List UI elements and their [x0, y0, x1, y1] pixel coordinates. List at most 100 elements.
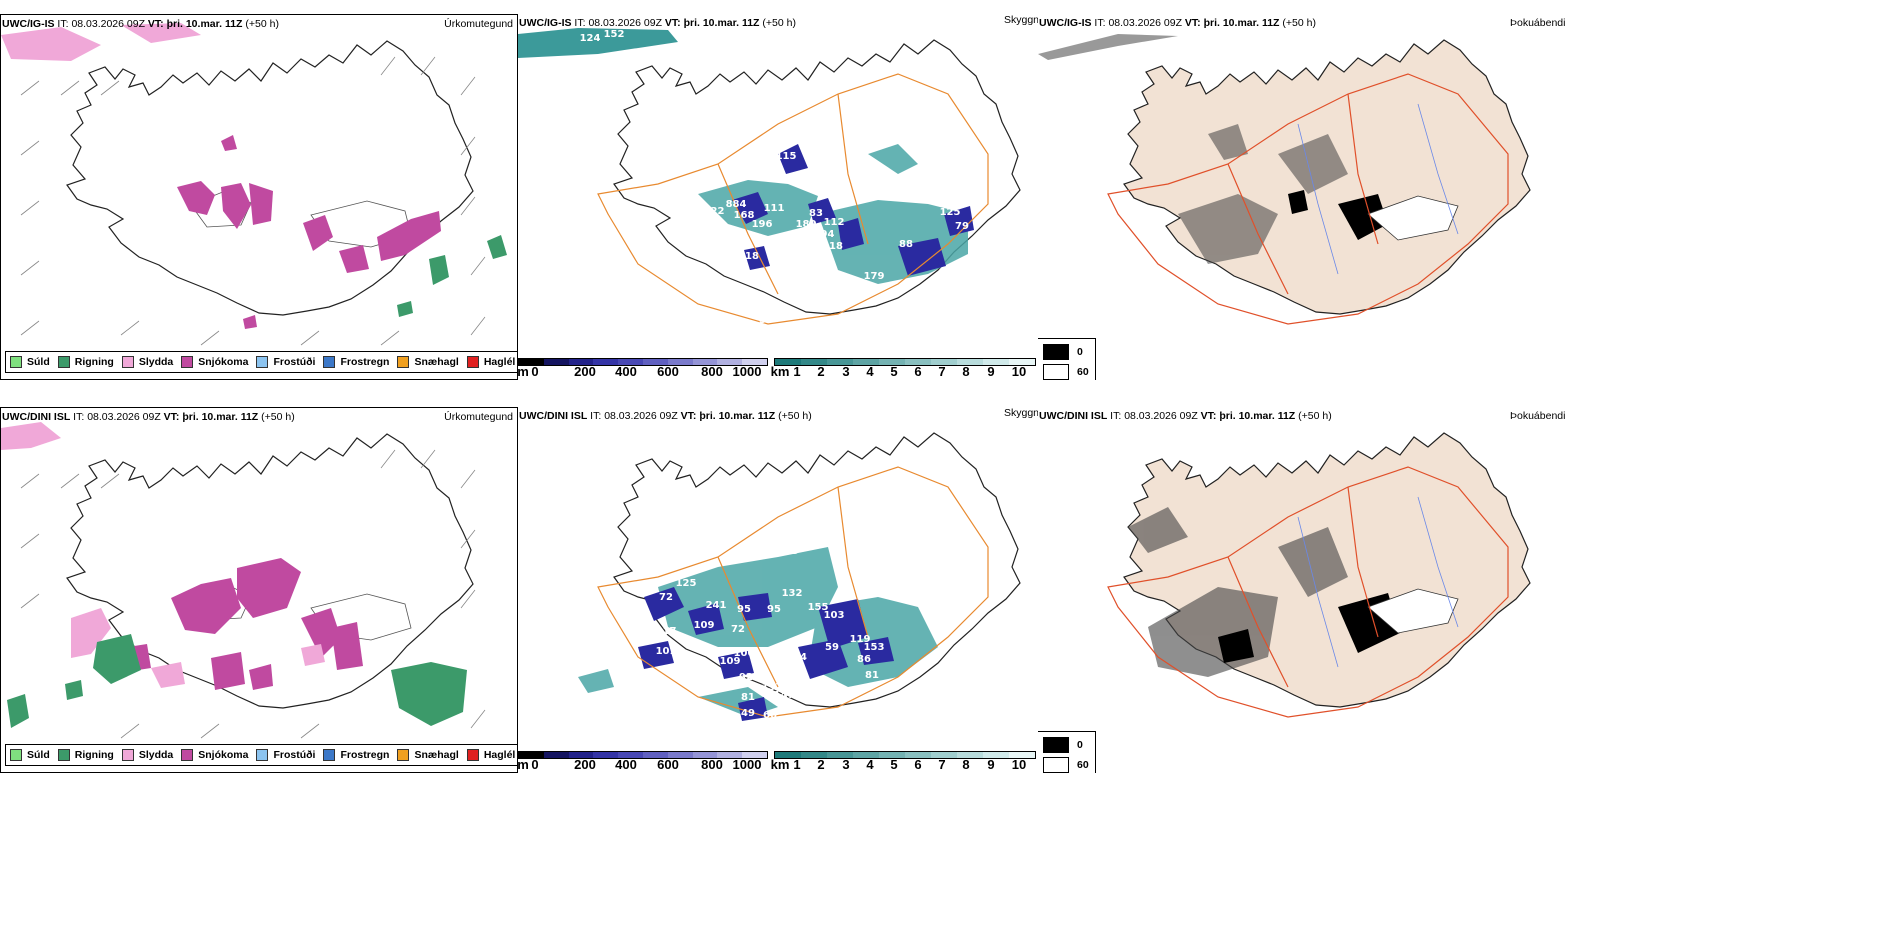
panel-header: UWC/DINI ISL IT: 08.03.2026 09Z VT: þri.…	[2, 411, 295, 423]
value-label: 88	[693, 644, 707, 655]
value-label: 122	[704, 206, 725, 217]
value-label: 49	[741, 708, 755, 719]
unit-label: km	[770, 757, 790, 772]
value-label: 74	[793, 652, 807, 663]
wind-barbs	[20, 449, 486, 739]
value-label: 53	[759, 315, 773, 326]
tick: 800	[701, 757, 723, 772]
value-label: 194	[814, 229, 835, 240]
tick: 400	[615, 364, 637, 379]
legend-swatch	[181, 749, 194, 761]
value-label: 81	[741, 692, 755, 703]
value-label: 884	[726, 199, 747, 210]
tick: 10	[1011, 364, 1027, 379]
fog-legend: 0 60	[1038, 731, 1096, 773]
fog-swatch-low	[1043, 344, 1069, 360]
roads	[1107, 466, 1509, 718]
precip-type-panel-1: UWC/IG-IS IT: 08.03.2026 09Z VT: þri. 10…	[0, 14, 518, 380]
value-label: 179	[864, 271, 885, 282]
value-label: 86	[857, 654, 871, 665]
legend-item: Frostregn	[323, 356, 389, 368]
panel-header: UWC/IG-IS IT: 08.03.2026 09Z VT: þri. 10…	[1039, 17, 1316, 29]
legend-swatch	[256, 356, 269, 368]
tick: 5	[890, 364, 898, 379]
value-label: 72	[659, 592, 673, 603]
panel-type-label: Úrkomutegund	[444, 411, 513, 423]
value-label: 125	[676, 578, 697, 589]
value-label: 81	[865, 670, 879, 681]
cloud-base-areas	[732, 144, 974, 276]
legend-item: Súld	[10, 749, 50, 761]
fog-swatch-high	[1043, 757, 1069, 773]
legend-item: Slydda	[121, 749, 173, 761]
legend-item: Frostúði	[256, 356, 315, 368]
tick: 0	[531, 757, 539, 772]
value-label: 92	[739, 672, 753, 683]
tick: 400	[615, 757, 637, 772]
legend-swatch	[10, 356, 22, 368]
legend-swatch	[323, 749, 336, 761]
roads	[1107, 73, 1509, 325]
legend-item: Haglél	[466, 356, 515, 368]
panel-header: UWC/IG-IS IT: 08.03.2026 09Z VT: þri. 10…	[2, 18, 279, 30]
roads	[597, 73, 989, 325]
value-label: 111	[764, 203, 785, 214]
tick: 200	[574, 757, 596, 772]
value-label: 115	[776, 151, 797, 162]
value-label: 59	[825, 642, 839, 653]
panel-type-label: Þokuábendi	[1510, 17, 1566, 29]
fog-indicator-panel-1: UWC/IG-IS IT: 08.03.2026 09Z VT: þri. 10…	[1038, 14, 1900, 380]
tick: 600	[657, 364, 679, 379]
cloud-base-colorbar	[518, 358, 768, 366]
value-label: 103	[824, 610, 845, 621]
tick: 1	[793, 757, 801, 772]
fog-shading	[1178, 124, 1348, 264]
tick: 6	[914, 364, 922, 379]
tick: 1000	[732, 757, 762, 772]
panel-type-label: Skyggni	[1004, 14, 1038, 26]
value-label: 18	[829, 241, 843, 252]
tick: 0	[531, 364, 539, 379]
tick: 2	[817, 364, 825, 379]
value-label: 119	[850, 634, 871, 645]
panel-type-label: Þokuábendi	[1510, 410, 1566, 422]
value-label: 100	[734, 648, 755, 659]
value-label: 72	[731, 624, 745, 635]
value-label: 233	[630, 612, 651, 623]
fog-legend-low: 0	[1077, 346, 1083, 358]
roads	[597, 466, 989, 718]
value-label: 180	[796, 219, 817, 230]
visibility-colorbar	[774, 358, 1036, 366]
rivers	[1297, 496, 1459, 668]
value-label: 112	[824, 217, 845, 228]
panel-header: UWC/DINI ISL IT: 08.03.2026 09Z VT: þri.…	[519, 410, 812, 422]
iceland-map	[1107, 432, 1531, 718]
legend-item: Snjókoma	[181, 356, 248, 368]
legend-item: Súld	[10, 356, 50, 368]
value-label: 103	[778, 546, 799, 557]
legend-swatch	[466, 749, 479, 761]
iceland-map	[1038, 34, 1531, 325]
legend-item: Frostregn	[323, 749, 389, 761]
tick: 9	[987, 757, 995, 772]
value-label: 101	[656, 646, 677, 657]
value-label: 196	[752, 219, 773, 230]
legend-swatch	[323, 356, 336, 368]
value-label: 66	[763, 710, 777, 721]
legend-swatch	[256, 749, 269, 761]
value-label: 153	[864, 642, 885, 653]
legend-swatch	[57, 749, 70, 761]
panel-header: UWC/IG-IS IT: 08.03.2026 09Z VT: þri. 10…	[519, 17, 796, 29]
value-label: 83	[809, 208, 823, 219]
tick: 7	[938, 364, 946, 379]
cloud-base-areas	[638, 587, 894, 721]
snow-areas	[121, 558, 363, 690]
iceland-map	[1, 23, 507, 346]
value-label: 96	[711, 251, 725, 262]
value-label: 79	[955, 221, 969, 232]
value-label: 168	[734, 210, 755, 221]
value-label: 95	[767, 604, 781, 615]
wind-barbs	[20, 56, 486, 346]
cloud-visibility-panel-1: UWC/IG-IS IT: 08.03.2026 09Z VT: þri. 10…	[518, 14, 1038, 380]
iceland-map	[1, 422, 486, 739]
